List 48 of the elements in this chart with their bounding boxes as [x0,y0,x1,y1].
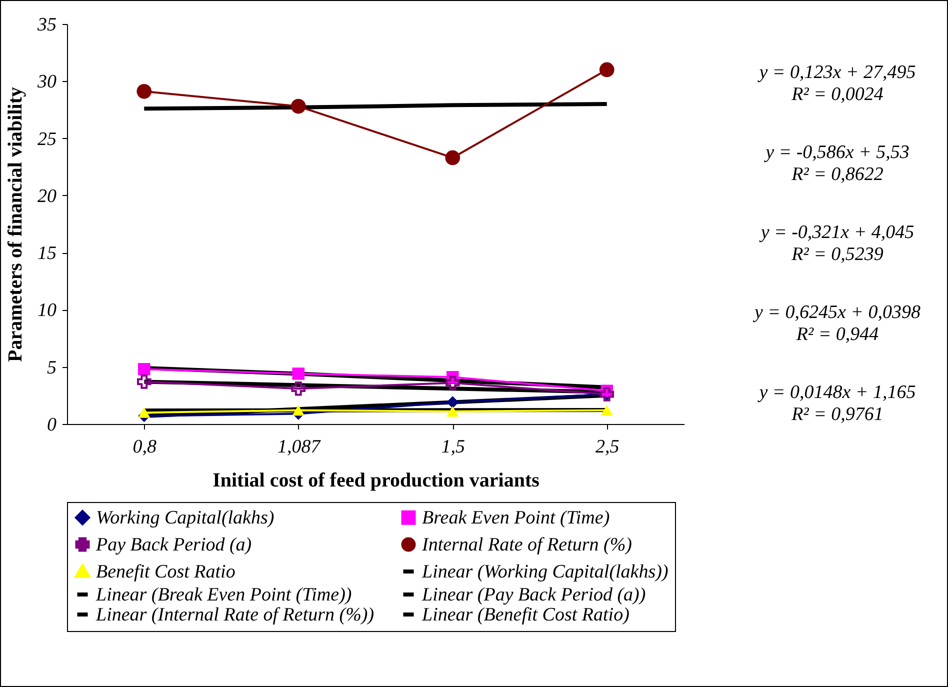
legend-label: Working Capital(lakhs) [96,508,274,529]
point [292,368,304,380]
legend-label: Linear (Break Even Point (Time)) [95,584,352,606]
text: R² = 0,944 [795,324,880,346]
y-axis-title: Parameters of financial viability [4,87,26,362]
point [136,84,152,99]
legend-label: Internal Rate of Return (%) [421,534,632,556]
legend-label: Linear (Internal Rate of Return (%)) [95,604,374,626]
text: R² = 0,0024 [790,84,884,106]
point [446,396,459,408]
point [137,374,152,389]
text: y = 0,0148x + 1,165 [756,382,917,404]
point [600,404,613,416]
y-tick-label: 35 [36,14,56,36]
x-tick-label: 1,087 [278,436,322,458]
text: R² = 0,9761 [790,404,884,426]
text: R² = 0,5239 [790,244,884,266]
text: y = 0,123x + 27,495 [756,62,917,84]
point [599,62,614,78]
y-tick-label: 30 [36,72,57,93]
legend-label: Linear (Benefit Cost Ratio) [421,604,630,626]
x-tick-label: 0,8 [132,436,157,458]
point [446,406,459,417]
point [290,98,306,114]
point [446,376,460,390]
x-tick-label: 2,5 [596,436,620,458]
y-tick-label: 20 [38,186,57,207]
y-tick-label: 10 [38,300,57,322]
y-tick-label: 0 [47,414,57,436]
text: y = -0,321x + 4,045 [758,222,916,244]
legend-label: Linear (Pay Back Period (a)) [421,584,646,606]
y-tick-label: 15 [38,243,56,264]
y-tick-label: 25 [38,128,56,150]
point [292,404,304,416]
point [138,363,150,376]
legend-label: Break Even Point (Time) [422,508,610,529]
x-tick-label: 1,5 [441,436,465,458]
point [291,381,306,396]
point [138,407,150,418]
legend-label: Pay Back Period (a) [95,534,252,556]
text: y = -0,586x + 5,53 [763,142,910,164]
point [445,150,460,166]
legend-label: Linear (Working Capital(lakhs)) [421,562,668,582]
text: y = 0,6245x + 0,0398 [752,302,922,324]
y-tick-label: 5 [47,357,56,378]
x-axis-title: Initial cost of feed production variants [212,470,540,492]
text: R² = 0,8622 [790,164,884,186]
legend-label: Benefit Cost Ratio [96,562,236,582]
